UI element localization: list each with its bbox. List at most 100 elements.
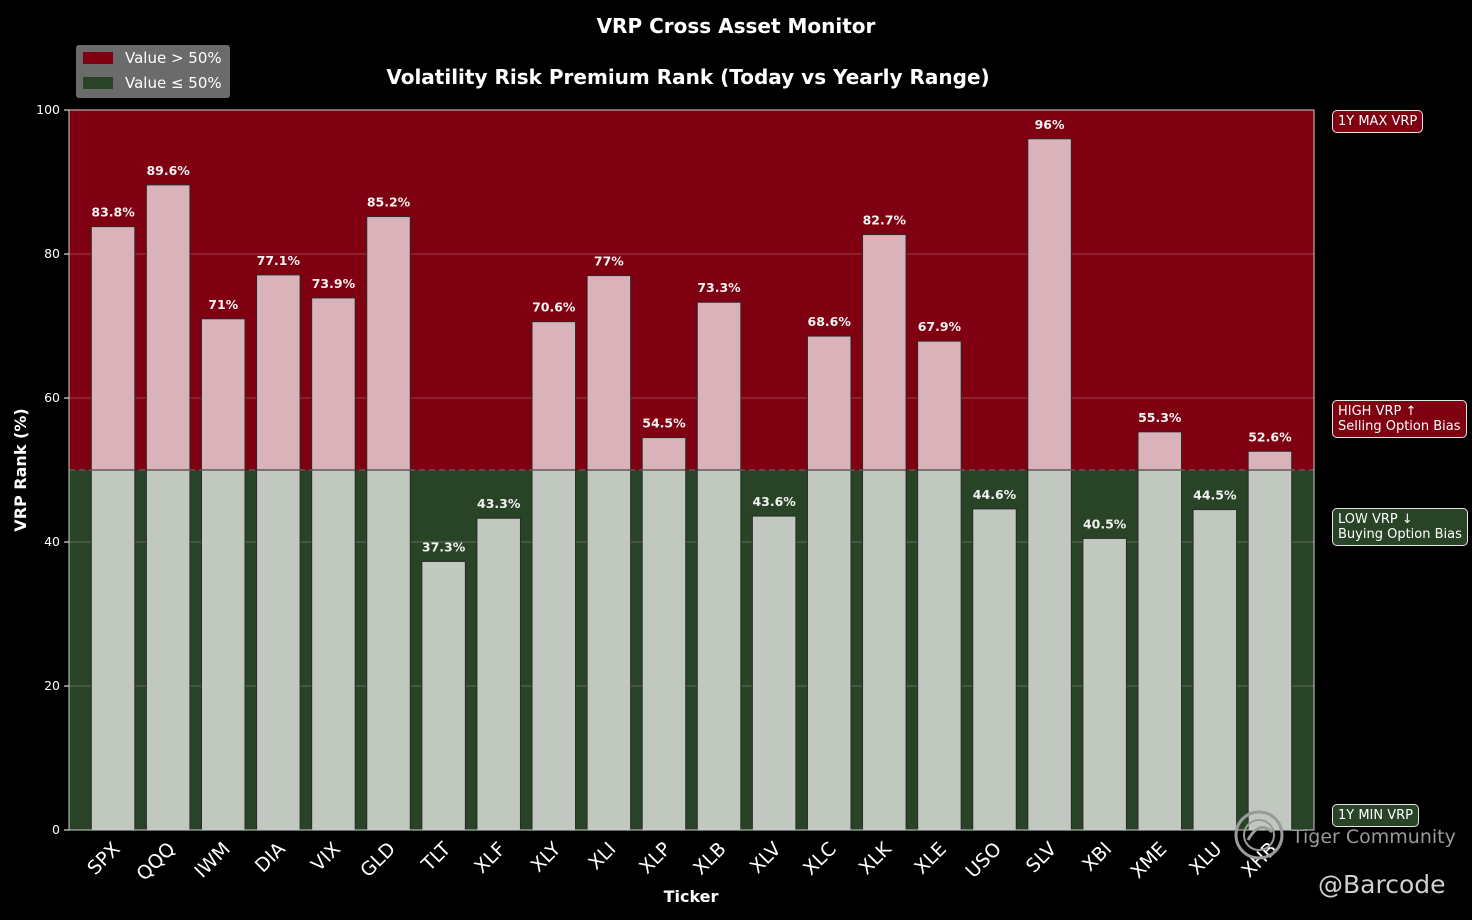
y-tick-label: 40 [44, 534, 60, 549]
x-tick-xlu: XLU [1185, 838, 1226, 879]
x-tick-xly: XLY [527, 838, 566, 877]
bar-xlf [477, 518, 521, 830]
y-tick-label: 20 [44, 678, 60, 693]
value-label-xly: 70.6% [532, 300, 576, 315]
min-vrp-text: 1Y MIN VRP [1338, 808, 1413, 823]
bar-xbi [1083, 538, 1127, 830]
bar-xly-low [532, 470, 576, 830]
bar-xlk-low [863, 470, 907, 830]
bar-tlt [422, 561, 466, 830]
x-tick-iwm: IWM [190, 838, 234, 882]
legend-item-low: Value ≤ 50% [83, 74, 222, 92]
bar-spx-high [91, 227, 135, 470]
bar-qqq-low [146, 470, 190, 830]
x-tick-spx: SPX [83, 838, 124, 879]
x-tick-xlp: XLP [635, 838, 675, 878]
legend-item-high: Value > 50% [83, 49, 222, 67]
bar-xly-high [532, 322, 576, 470]
bar-xli-low [587, 470, 631, 830]
value-label-gld: 85.2% [367, 195, 411, 210]
y-axis-label: VRP Rank (%) [11, 408, 30, 531]
tiger-logo-icon [1234, 810, 1288, 864]
y-tick-label: 80 [44, 246, 60, 261]
bar-xlb-high [697, 302, 741, 470]
bar-spx-low [91, 470, 135, 830]
value-label-vix: 73.9% [312, 276, 356, 291]
x-tick-xlb: XLB [689, 838, 730, 879]
x-tick-xlc: XLC [799, 838, 841, 880]
legend: Value > 50% Value ≤ 50% [76, 45, 230, 98]
bar-qqq-high [146, 185, 190, 470]
value-label-xlp: 54.5% [642, 416, 686, 431]
bar-xlu [1193, 510, 1237, 830]
value-label-xlc: 68.6% [808, 314, 852, 329]
bar-dia-low [257, 470, 301, 830]
bar-xlv [752, 516, 796, 830]
x-tick-xlv: XLV [746, 838, 786, 878]
low-vrp-bias: Buying Option Bias [1338, 527, 1462, 542]
x-tick-xli: XLI [584, 838, 620, 874]
x-tick-xbi: XBI [1078, 838, 1116, 876]
value-label-qqq: 89.6% [146, 163, 190, 178]
bar-vix-high [312, 298, 356, 470]
legend-label: Value > 50% [125, 49, 222, 67]
y-tick-label: 100 [36, 102, 60, 117]
y-tick-label: 60 [44, 390, 60, 405]
x-tick-xle: XLE [910, 838, 951, 879]
min-vrp-label: 1Y MIN VRP [1332, 804, 1419, 827]
value-label-uso: 44.6% [973, 487, 1017, 502]
bar-xhb-high [1248, 451, 1292, 470]
bar-xlc-low [807, 470, 851, 830]
y-tick-label: 0 [52, 822, 60, 837]
value-label-dia: 77.1% [257, 253, 301, 268]
value-label-xlu: 44.5% [1193, 488, 1237, 503]
bar-slv-high [1028, 139, 1072, 470]
bar-uso [973, 509, 1017, 830]
x-tick-uso: USO [962, 838, 1007, 883]
high-vrp-bias: Selling Option Bias [1338, 419, 1461, 434]
value-label-xme: 55.3% [1138, 410, 1182, 425]
x-tick-slv: SLV [1022, 838, 1061, 877]
bar-xle-high [918, 341, 962, 470]
low-zone [69, 470, 1314, 830]
watermark: Tiger Community [1292, 826, 1456, 848]
max-vrp-label: 1Y MAX VRP [1332, 110, 1423, 133]
bar-xlp-low [642, 470, 686, 830]
value-label-xlv: 43.6% [752, 494, 796, 509]
bar-xme-low [1138, 470, 1182, 830]
x-tick-dia: DIA [251, 838, 290, 877]
value-label-spx: 83.8% [91, 205, 135, 220]
x-tick-vix: VIX [307, 838, 345, 876]
legend-label: Value ≤ 50% [125, 74, 222, 92]
bar-xhb-low [1248, 470, 1292, 830]
bar-xle-low [918, 470, 962, 830]
x-axis-label: Ticker [664, 887, 719, 906]
value-label-tlt: 37.3% [422, 539, 466, 554]
legend-swatch [83, 77, 113, 89]
chart-title: VRP Cross Asset Monitor [597, 14, 876, 38]
bar-dia-high [257, 275, 301, 470]
x-tick-gld: GLD [356, 838, 400, 882]
legend-swatch [83, 52, 113, 64]
high-zone [69, 110, 1314, 470]
x-tick-xlk: XLK [855, 838, 896, 879]
bar-xme-high [1138, 432, 1182, 470]
value-label-xlk: 82.7% [863, 213, 907, 228]
max-vrp-text: 1Y MAX VRP [1338, 114, 1417, 129]
low-vrp-title: LOW VRP ↓ [1338, 512, 1462, 527]
value-label-xlb: 73.3% [697, 280, 741, 295]
value-label-xli: 77% [594, 254, 624, 269]
value-label-slv: 96% [1035, 117, 1065, 132]
bar-iwm-high [201, 319, 245, 470]
value-label-xbi: 40.5% [1083, 516, 1127, 531]
bar-slv-low [1028, 470, 1072, 830]
chart-subtitle: Volatility Risk Premium Rank (Today vs Y… [386, 65, 989, 89]
bar-xli-high [587, 276, 631, 470]
value-label-xhb: 52.6% [1248, 429, 1292, 444]
x-tick-qqq: QQQ [132, 838, 179, 885]
bar-gld-low [367, 470, 411, 830]
low-vrp-label: LOW VRP ↓ Buying Option Bias [1332, 508, 1468, 546]
x-tick-xme: XME [1126, 838, 1171, 883]
high-vrp-label: HIGH VRP ↑ Selling Option Bias [1332, 400, 1467, 438]
